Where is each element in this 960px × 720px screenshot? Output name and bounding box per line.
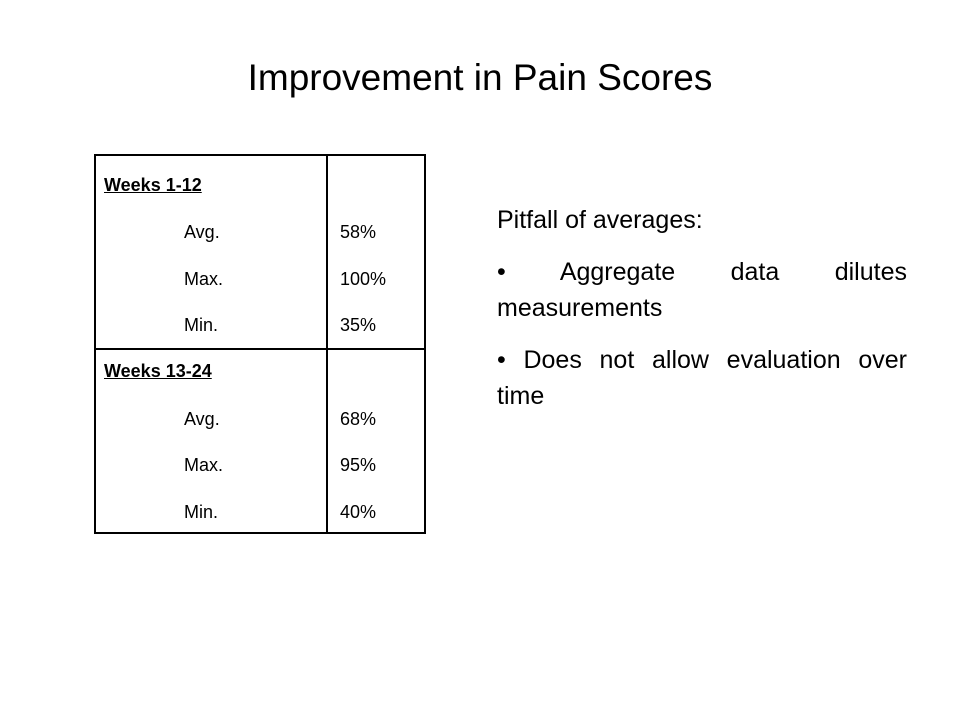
row-label-avg: Avg. [184, 222, 220, 242]
pitfall-notes: Pitfall of averages: • Aggregate data di… [497, 202, 907, 414]
bullet-item: • Does not allow evaluation over time [497, 346, 907, 410]
group-header-weeks-1-12: Weeks 1-12 [104, 175, 202, 195]
slide-title: Improvement in Pain Scores [247, 57, 713, 98]
row-value-max: 100% [340, 269, 387, 289]
row-value-avg: 58% [340, 222, 377, 242]
row-label-max: Max. [184, 455, 224, 475]
column-divider [326, 156, 328, 532]
row-value-max: 95% [340, 455, 377, 475]
row-group-divider [96, 348, 424, 350]
notes-heading: Pitfall of averages: [497, 206, 703, 234]
bullet-item: • Aggregate data dilutes measurements [497, 258, 907, 322]
row-label-min: Min. [184, 315, 219, 335]
row-label-min: Min. [184, 502, 219, 522]
row-label-avg: Avg. [184, 409, 220, 429]
pain-scores-table: Weeks 1-12 Avg. 58% Max. 100% Min. 35% W… [94, 154, 426, 534]
group-header-weeks-13-24: Weeks 13-24 [104, 361, 212, 381]
row-value-avg: 68% [340, 409, 377, 429]
row-value-min: 40% [340, 502, 377, 522]
row-label-max: Max. [184, 269, 224, 289]
row-value-min: 35% [340, 315, 377, 335]
